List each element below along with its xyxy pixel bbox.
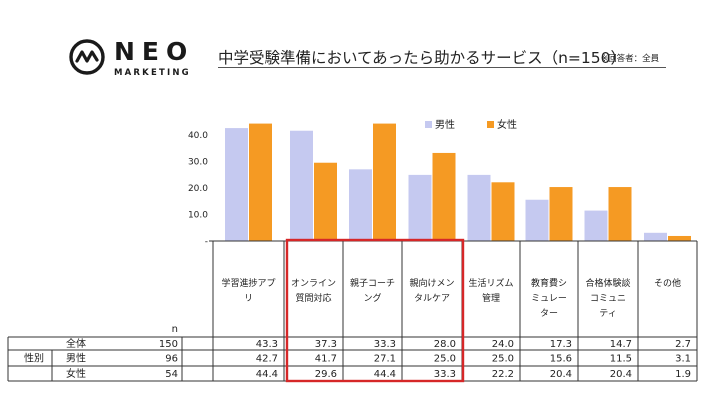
logo-wave-icon: [69, 39, 105, 75]
row-group-label: 性別: [24, 352, 44, 365]
table-cell-value: 27.1: [374, 354, 396, 365]
table-cell-value: 1.9: [675, 369, 691, 380]
category-label: その他: [654, 277, 681, 289]
category-label: コミュニ: [590, 294, 626, 304]
category-label: 学習進捗アプ: [221, 277, 275, 289]
legend-label: 女性: [497, 118, 517, 131]
row-label: 女性: [66, 367, 86, 380]
bar-male: [584, 210, 608, 241]
table-cell-value: 43.3: [256, 339, 278, 350]
row-n-value: 150: [159, 339, 178, 350]
bar-female: [549, 187, 573, 241]
bar-male: [290, 130, 313, 241]
highlight-box: [285, 238, 465, 383]
page-title: 中学受験準備においてあったら助かるサービス（n=150）: [218, 49, 626, 67]
y-tick-label: 10.0: [188, 211, 208, 221]
table-cell-value: 15.6: [550, 354, 572, 365]
table-cell-value: 41.7: [315, 354, 337, 365]
row-n-value: 96: [165, 354, 178, 365]
bar-male: [225, 128, 248, 241]
table-cell-value: 24.0: [492, 339, 514, 350]
table-cell-value: 44.4: [374, 369, 396, 380]
legend-swatch: [487, 121, 494, 128]
legend-swatch: [425, 121, 432, 128]
y-tick-label: 40.0: [188, 131, 208, 141]
n-header: n: [172, 324, 178, 335]
table-cell-value: 3.1: [675, 354, 691, 365]
table-cell-value: 11.5: [610, 354, 632, 365]
bar-female: [491, 182, 515, 241]
category-label: 教育費シ: [531, 277, 567, 289]
respondent-note: ※回答者：全員: [601, 54, 660, 64]
table-cell-value: 17.3: [550, 339, 572, 350]
bar-male: [644, 232, 667, 241]
bar-male: [525, 199, 549, 241]
bar-female: [249, 123, 272, 241]
bar-male: [467, 174, 491, 241]
table-cell-value: 20.4: [550, 369, 572, 380]
category-label: 生活リズム: [468, 277, 513, 289]
category-label: リ: [244, 294, 253, 304]
y-tick-label: 30.0: [188, 158, 208, 168]
table-cell-value: 25.0: [434, 354, 456, 365]
brand-logo: NEO MARKETING: [68, 38, 192, 80]
category-label: ター: [540, 308, 558, 319]
category-label: 親子コーチ: [350, 277, 395, 289]
table-cell-value: 20.4: [610, 369, 632, 380]
legend-label: 男性: [435, 118, 455, 131]
table-cell-value: 22.2: [492, 369, 514, 380]
y-tick-label: -: [205, 237, 208, 247]
bar-male: [408, 174, 432, 241]
bar-female: [668, 235, 691, 241]
row-n-value: 54: [165, 369, 178, 380]
bar-female: [373, 123, 396, 241]
table-cell-value: 25.0: [492, 354, 514, 365]
table-cell-value: 2.7: [675, 339, 691, 350]
row-label: 全体: [66, 337, 86, 350]
category-label: ミュレー: [531, 294, 567, 304]
bar-male: [349, 169, 372, 241]
table-cell-value: 33.3: [434, 369, 456, 380]
title-underline: [218, 67, 666, 68]
category-label: ティ: [599, 308, 616, 319]
y-tick-label: 20.0: [188, 184, 208, 194]
bar-female: [432, 152, 456, 241]
category-label: 質問対応: [295, 292, 331, 304]
category-label: 親向けメン: [409, 277, 454, 289]
category-label: ング: [363, 292, 381, 304]
table-cell-value: 29.6: [315, 369, 337, 380]
row-label: 男性: [66, 352, 86, 365]
table-cell-value: 37.3: [315, 339, 337, 350]
table-cell-value: 42.7: [256, 354, 278, 365]
category-label: 管理: [482, 292, 500, 304]
bar-female: [608, 187, 632, 241]
table-cell-value: 14.7: [610, 339, 632, 350]
category-label: タルケア: [414, 293, 450, 304]
table-cell-value: 33.3: [374, 339, 396, 350]
brand-sub: MARKETING: [114, 68, 191, 78]
brand-word: NEO: [114, 37, 195, 66]
category-label: 合格体験談: [585, 277, 630, 289]
table-cell-value: 28.0: [434, 339, 456, 350]
category-label: オンライン: [291, 278, 336, 289]
bar-female: [314, 162, 337, 241]
table-cell-value: 44.4: [256, 369, 278, 380]
